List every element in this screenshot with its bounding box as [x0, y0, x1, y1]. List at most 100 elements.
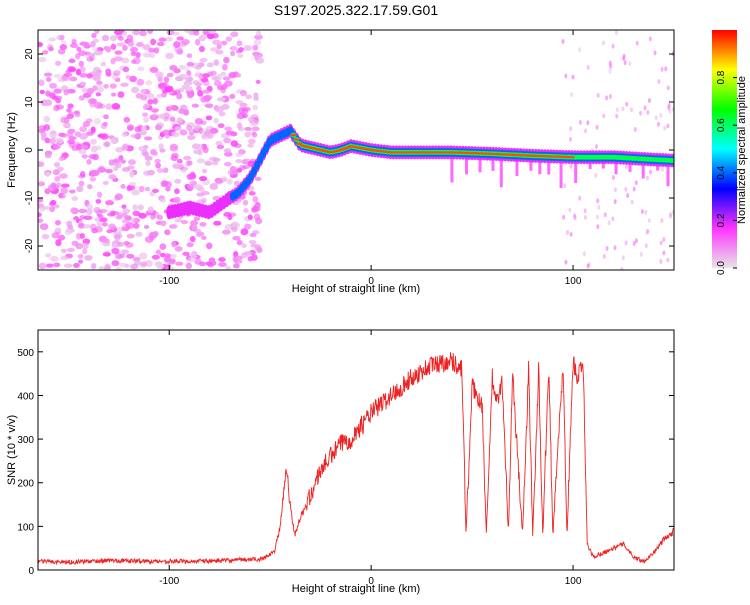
heatmap-cell: [569, 231, 573, 237]
heatmap-cell: [224, 224, 232, 231]
heatmap-cell: [93, 50, 103, 56]
heatmap-cell: [623, 60, 627, 66]
heatmap-cell: [653, 50, 657, 56]
heatmap-cell: [103, 83, 109, 89]
heatmap-cell: [209, 183, 219, 190]
heatmap-cell: [586, 263, 590, 269]
heatmap-cell: [122, 44, 128, 51]
colorbar-gradient: [712, 30, 737, 268]
heatmap-x-ticks: -100 0 100: [159, 30, 582, 287]
heatmap-cell: [121, 212, 128, 218]
heatmap-cell: [87, 87, 94, 95]
heatmap-cell: [190, 253, 198, 260]
heatmap-cell: [176, 158, 183, 164]
heatmap-cell: [44, 188, 51, 195]
heatmap-cell: [92, 38, 100, 43]
heatmap-cell: [233, 180, 240, 186]
heatmap-cell: [608, 60, 612, 66]
heatmap-cell: [60, 248, 67, 254]
heatmap-cell: [129, 46, 139, 53]
heatmap-cell: [76, 143, 83, 151]
heatmap-cell: [184, 85, 193, 92]
heatmap-cell: [668, 212, 672, 218]
heatmap-cell: [81, 154, 88, 159]
heatmap-cell: [173, 41, 181, 48]
heatmap-cell: [102, 121, 108, 127]
heatmap-cell: [47, 44, 54, 51]
heatmap-cell: [252, 44, 259, 51]
heatmap-cell: [161, 91, 168, 98]
heatmap-cell: [235, 152, 243, 158]
heatmap-cell: [253, 39, 262, 46]
heatmap-cell: [222, 63, 228, 71]
heatmap-cell: [55, 227, 62, 233]
heatmap-cell: [245, 94, 252, 100]
heatmap-cell: [649, 169, 653, 175]
heatmap-cell: [646, 175, 650, 181]
heatmap-cell: [140, 88, 147, 94]
heatmap-cell: [227, 169, 237, 176]
heatmap-cell: [117, 91, 125, 98]
heatmap-cell: [111, 260, 120, 267]
heatmap-cell: [69, 189, 76, 194]
heatmap-cell: [215, 140, 223, 146]
heatmap-cell: [611, 175, 615, 181]
heatmap-cell: [93, 101, 103, 109]
heatmap-cell: [68, 141, 77, 148]
heatmap-cell: [59, 34, 65, 41]
heatmap-cell: [563, 183, 567, 189]
heatmap-cell: [135, 231, 143, 237]
heatmap-cell: [39, 89, 45, 95]
heatmap-cell: [657, 121, 661, 127]
heatmap-cell: [569, 163, 573, 169]
heatmap-cell: [182, 251, 190, 256]
heatmap-cell: [187, 184, 195, 189]
heatmap-cell: [152, 230, 159, 237]
heatmap-cell: [83, 215, 93, 221]
heatmap-cell: [211, 161, 219, 166]
heatmap-cell: [152, 188, 159, 194]
heatmap-cell: [242, 107, 249, 115]
heatmap-cell: [172, 163, 181, 169]
heatmap-cell: [634, 180, 638, 186]
y-tick-label: 0: [24, 147, 35, 153]
heatmap-cell: [217, 123, 225, 129]
heatmap-cell: [224, 126, 233, 132]
heatmap-cell: [223, 161, 232, 167]
heatmap-cell: [128, 182, 137, 187]
heatmap-cell: [608, 68, 612, 74]
heatmap-cell: [201, 235, 207, 240]
heatmap-cell: [93, 206, 101, 214]
heatmap-cell: [155, 124, 163, 131]
heatmap-cell: [223, 56, 230, 64]
heatmap-cell: [150, 38, 157, 46]
heatmap-cell: [202, 146, 209, 154]
heatmap-cell: [79, 81, 87, 86]
heatmap-cell: [138, 252, 148, 260]
heatmap-cell: [110, 57, 116, 65]
heatmap-cell: [76, 46, 82, 52]
heatmap-cell: [100, 133, 109, 140]
heatmap-cell: [58, 156, 65, 162]
y-tick-label: 200: [17, 479, 34, 490]
heatmap-cell: [88, 154, 97, 160]
heatmap-cell: [204, 95, 211, 103]
heatmap-cell: [142, 151, 150, 158]
heatmap-cell: [216, 97, 226, 102]
heatmap-cell: [132, 210, 141, 217]
heatmap-cell: [138, 30, 147, 37]
heatmap-cell: [151, 99, 158, 104]
heatmap-cell: [41, 224, 48, 231]
heatmap-cell: [62, 123, 71, 128]
heatmap-cell: [632, 240, 636, 246]
heatmap-cell: [83, 224, 92, 229]
heatmap-cell: [85, 131, 94, 136]
heatmap-cell: [671, 209, 674, 215]
heatmap-cell: [75, 233, 82, 240]
heatmap-cell: [664, 66, 668, 72]
heatmap-cell: [564, 259, 568, 265]
heatmap-cell: [239, 90, 248, 97]
heatmap-cell: [114, 56, 123, 62]
heatmap-cell: [147, 99, 154, 105]
heatmap-cell: [143, 117, 149, 123]
